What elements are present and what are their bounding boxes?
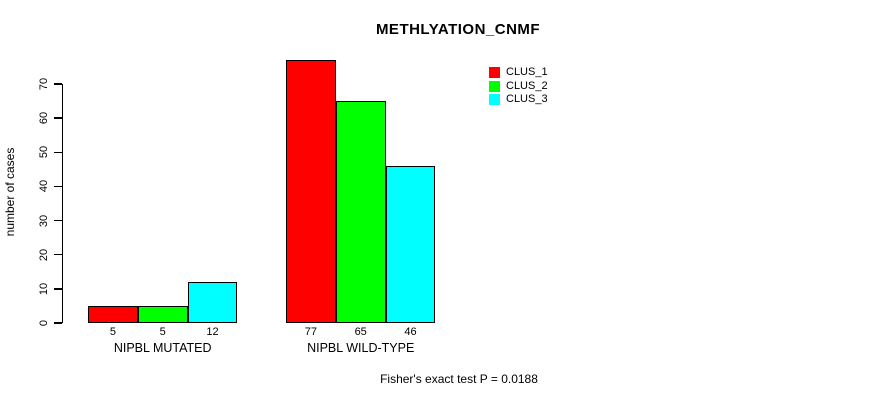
y-axis-tick xyxy=(54,117,62,119)
y-axis-tick xyxy=(54,185,62,188)
y-axis-tick xyxy=(54,219,62,222)
annotation-text: Fisher's exact test P = 0.0188 xyxy=(380,372,538,386)
y-axis-tick-label: 40 xyxy=(38,180,50,193)
y-axis-label: number of cases xyxy=(3,147,17,237)
y-axis-tick-label: 20 xyxy=(38,248,50,261)
bar-value-label: 5 xyxy=(109,326,116,338)
bar-clus-1 xyxy=(286,60,336,323)
legend-item-clus-1: CLUS_1 xyxy=(489,66,548,80)
legend-swatch-clus-3 xyxy=(489,94,500,106)
group-label-nipbl-mutated: NIPBL MUTATED xyxy=(113,341,212,355)
legend-label-clus-1: CLUS_1 xyxy=(506,66,548,79)
bar-value-label: 65 xyxy=(354,326,367,338)
bar-value-label: 12 xyxy=(206,326,219,338)
y-axis-tick xyxy=(54,83,62,85)
legend-label-clus-2: CLUS_2 xyxy=(506,79,548,92)
y-axis-tick-label: 10 xyxy=(38,282,50,295)
y-axis-tick xyxy=(54,322,62,324)
bar-clus-3 xyxy=(385,165,436,323)
y-axis-tick xyxy=(54,288,62,290)
bar-clus-3 xyxy=(187,282,238,323)
chart-title: METHLYATION_CNMF xyxy=(375,21,541,38)
y-axis-tick xyxy=(54,151,62,154)
legend-label-clus-3: CLUS_3 xyxy=(506,93,548,106)
y-axis-tick-label: 0 xyxy=(38,319,50,327)
bar-clus-2 xyxy=(137,305,188,323)
bar-clus-1 xyxy=(88,305,138,323)
y-axis-tick-label: 30 xyxy=(38,214,50,227)
y-axis-tick xyxy=(54,253,62,256)
bar-value-label: 46 xyxy=(404,326,417,338)
legend-item-clus-3: CLUS_3 xyxy=(489,93,548,107)
legend-swatch-clus-1 xyxy=(489,67,500,79)
bar-value-label: 77 xyxy=(304,326,318,338)
y-axis-tick-label: 60 xyxy=(38,112,50,125)
group-label-nipbl-wild-type: NIPBL WILD-TYPE xyxy=(307,341,415,355)
legend-swatch-clus-2 xyxy=(489,80,500,92)
y-axis-line xyxy=(61,84,63,323)
bar-clus-2 xyxy=(335,101,386,323)
y-axis-tick-label: 50 xyxy=(38,146,50,159)
bar-value-label: 5 xyxy=(159,326,166,338)
legend-item-clus-2: CLUS_2 xyxy=(489,80,548,94)
y-axis-tick-label: 70 xyxy=(38,77,50,91)
legend: CLUS_1 CLUS_2 CLUS_3 xyxy=(489,66,548,107)
